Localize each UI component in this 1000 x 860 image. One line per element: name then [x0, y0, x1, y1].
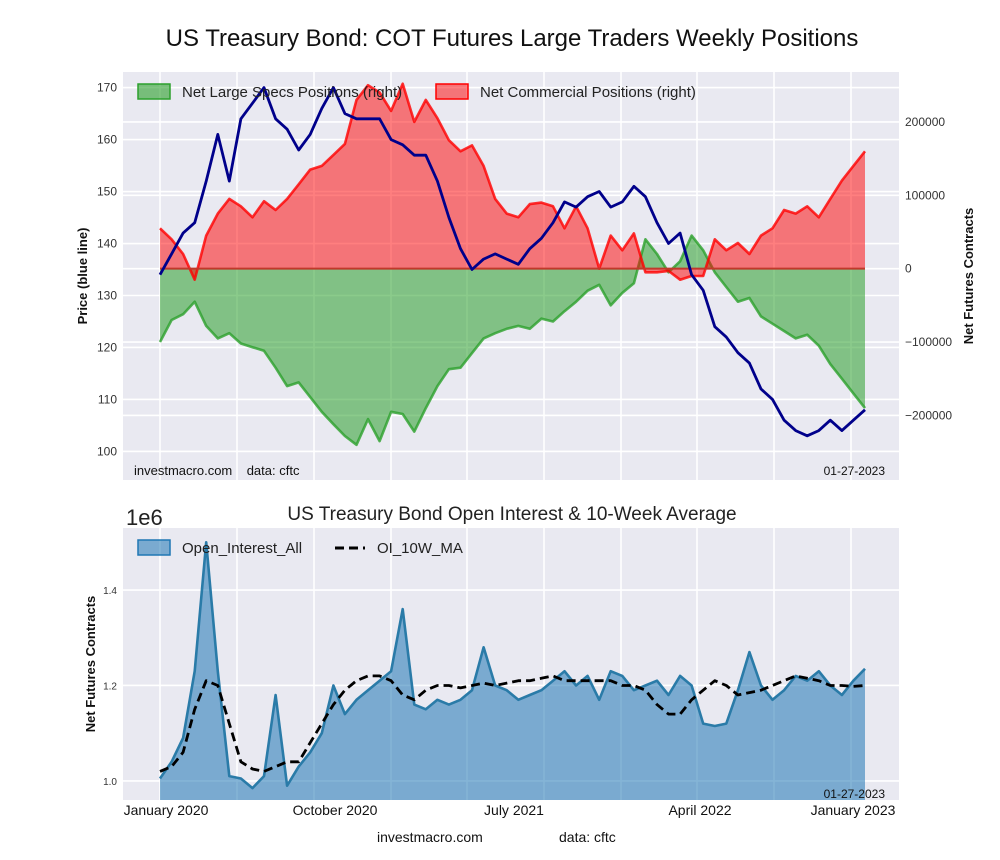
top-right-tick-label: −200000	[905, 408, 952, 422]
top-left-tick-label: 110	[98, 392, 117, 406]
top-left-tick-label: 170	[97, 81, 117, 95]
top-left-tick-label: 160	[97, 133, 117, 147]
specs-line	[158, 234, 867, 447]
bottom-x-tick-label: July 2021	[484, 802, 544, 818]
bottom-legend: Open_Interest_All OI_10W_MA	[137, 539, 463, 557]
bottom-y-axis-label: Net Futures Contracts	[83, 596, 98, 733]
top-chart: 100 110 120 130 140 150 160 170 −200000 −100000 0…	[75, 72, 976, 480]
top-legend: Net Large Specs Positions (right) Net Co…	[137, 83, 696, 101]
bottom-series-group	[158, 541, 866, 800]
top-right-tick-label: 200000	[905, 115, 945, 129]
bottom-y-tick-labels: 1.0 1.2 1.4	[103, 586, 117, 788]
bottom-x-tick-labels: January 2020 October 2020 July 2021 April 2…	[124, 802, 896, 818]
commercial-line	[159, 82, 867, 281]
bottom-y-tick-label: 1.2	[103, 681, 117, 692]
top-left-tick-labels: 100 110 120 130 140 150 160 170	[97, 81, 117, 459]
open-interest-area	[160, 542, 865, 800]
top-chart-title: US Treasury Bond: COT Futures Large Trad…	[166, 25, 859, 52]
legend-swatch-commercial	[435, 83, 469, 100]
bottom-chart-title: US Treasury Bond Open Interest & 10-Week…	[287, 504, 736, 525]
bottom-x-tick-label: January 2023	[811, 802, 896, 818]
top-watermark: investmacro.com data: cftc	[134, 463, 300, 478]
price-line	[158, 86, 866, 438]
bottom-x-tick-label: January 2020	[124, 802, 209, 818]
top-left-tick-label: 150	[97, 185, 117, 199]
open-interest-line	[158, 541, 866, 790]
top-series-group	[158, 82, 867, 447]
legend-label-specs: Net Large Specs Positions (right)	[182, 84, 402, 101]
bottom-date-annotation: 01-27-2023	[824, 787, 886, 801]
top-right-tick-label: −100000	[905, 335, 952, 349]
specs-area	[160, 235, 865, 445]
top-right-tick-label: 100000	[905, 188, 945, 202]
footer-source: data: cftc	[559, 829, 616, 845]
legend-swatch-specs	[137, 83, 171, 100]
bottom-x-tick-label: October 2020	[293, 802, 378, 818]
footer-site: investmacro.com	[377, 829, 483, 845]
legend-label-open-interest: Open_Interest_All	[182, 540, 302, 557]
bottom-offset-label: 1e6	[126, 505, 163, 530]
bottom-y-tick-label: 1.4	[103, 586, 117, 597]
ma-line	[159, 674, 866, 773]
top-date-annotation: 01-27-2023	[824, 464, 886, 478]
legend-swatch-open-interest	[137, 539, 171, 556]
bottom-y-tick-label: 1.0	[103, 777, 117, 788]
legend-label-ma: OI_10W_MA	[377, 540, 463, 557]
top-right-tick-labels: −200000 −100000 0 100000 200000	[905, 115, 952, 423]
legend-label-commercial: Net Commercial Positions (right)	[480, 84, 696, 101]
top-right-y-axis-label: Net Futures Contracts	[961, 208, 976, 345]
commercial-area	[160, 83, 865, 280]
top-left-tick-label: 120	[97, 340, 117, 354]
top-left-tick-label: 140	[97, 237, 117, 251]
top-left-tick-label: 130	[97, 288, 117, 302]
bottom-chart: US Treasury Bond Open Interest & 10-Week…	[83, 504, 899, 818]
top-left-y-axis-label: Price (blue line)	[75, 228, 90, 325]
top-left-tick-label: 100	[97, 444, 117, 458]
top-right-tick-label: 0	[905, 262, 912, 276]
bottom-x-tick-label: April 2022	[668, 802, 731, 818]
